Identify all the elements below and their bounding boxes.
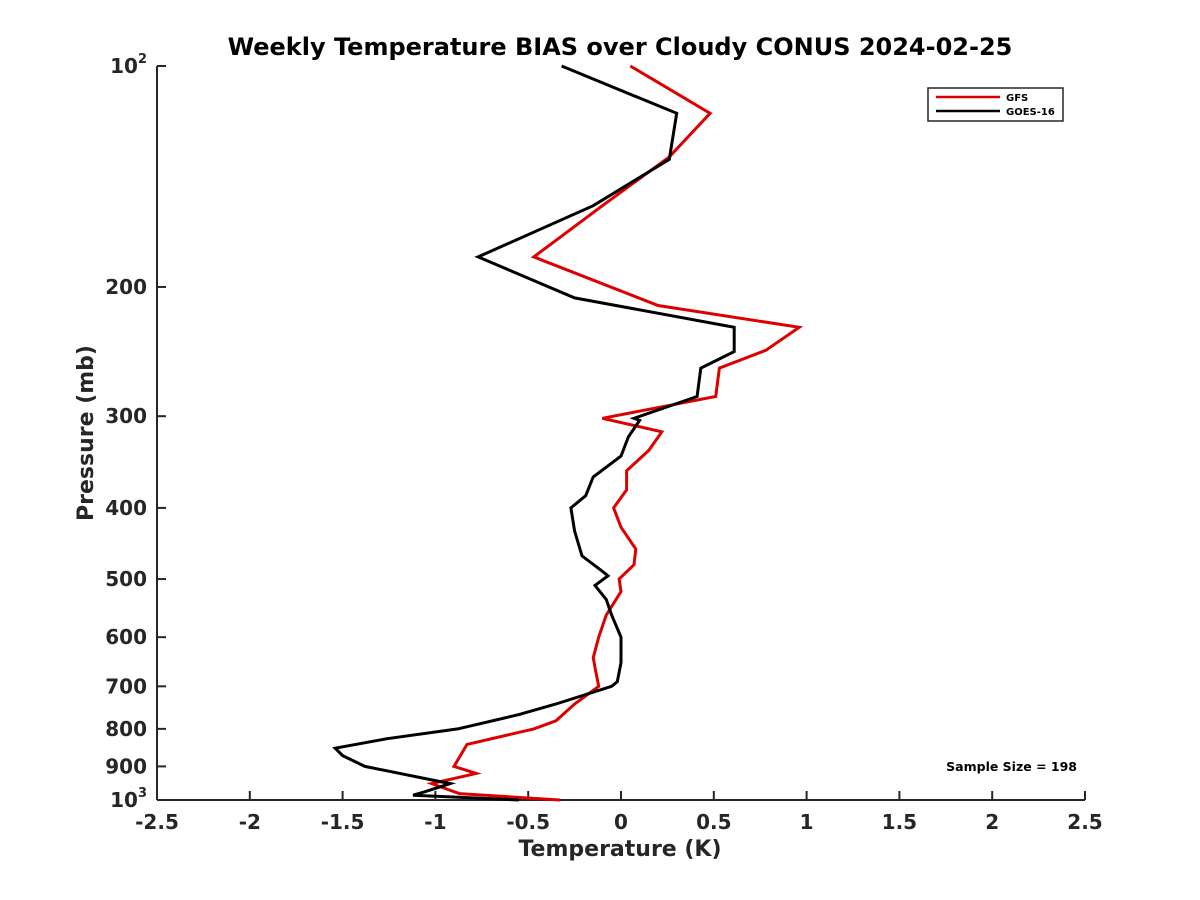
legend-label-gfs: GFS [1006, 93, 1028, 104]
x-tick-label: -2 [239, 810, 261, 834]
legend: GFS GOES-16 [927, 87, 1064, 122]
x-tick-label: 1.5 [882, 810, 917, 834]
x-tick-label: -1 [424, 810, 446, 834]
y-axis-label: Pressure (mb) [74, 345, 99, 521]
y-tick-label: 102 [110, 52, 147, 78]
series-line-gfs [426, 64, 804, 802]
sample-size-annotation: Sample Size = 198 [946, 759, 1077, 774]
x-tick-label: -0.5 [506, 810, 550, 834]
y-tick-label: 400 [105, 496, 147, 520]
series-line-goes-16 [332, 64, 736, 802]
x-tick-label: 0.5 [696, 810, 731, 834]
x-tick-label: 2 [985, 810, 999, 834]
series-layer [332, 64, 804, 802]
y-tick-label: 800 [105, 717, 147, 741]
y-tick-label: 600 [105, 625, 147, 649]
y-tick-label: 103 [110, 786, 147, 812]
x-tick-label: -2.5 [135, 810, 179, 834]
y-tick-label: 900 [105, 754, 147, 778]
legend-box [927, 87, 1064, 122]
y-axis-ticks: 102 200 300 400 500 600 700 800 900 103 [105, 52, 166, 812]
y-tick-label: 200 [105, 275, 147, 299]
x-tick-label: 0 [614, 810, 628, 834]
x-tick-label: 2.5 [1067, 810, 1102, 834]
plot-area [156, 66, 1085, 801]
x-axis-label: Temperature (K) [518, 837, 721, 862]
chart-title: Weekly Temperature BIAS over Cloudy CONU… [228, 33, 1013, 61]
x-tick-label: -1.5 [321, 810, 365, 834]
x-axis-ticks: -2.5 -2 -1.5 -1 -0.5 0 0.5 1 1.5 2 2.5 [135, 791, 1103, 834]
y-tick-label: 500 [105, 567, 147, 591]
x-tick-label: 1 [800, 810, 814, 834]
y-tick-label: 300 [105, 404, 147, 428]
y-tick-label: 700 [105, 674, 147, 698]
legend-label-goes: GOES-16 [1006, 107, 1055, 118]
